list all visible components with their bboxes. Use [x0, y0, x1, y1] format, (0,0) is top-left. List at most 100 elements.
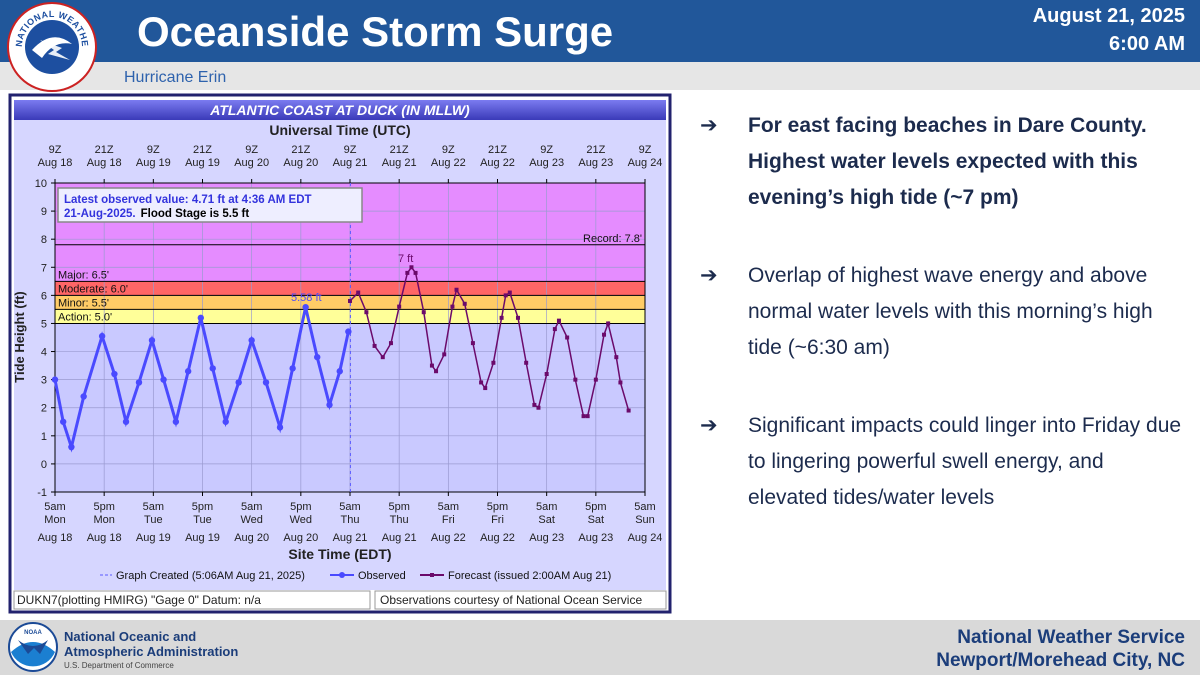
data-point — [68, 443, 75, 451]
x-tick-day: Tue — [193, 514, 212, 526]
footer-box-left — [13, 590, 371, 610]
x2-tick-label: 9Z — [49, 144, 62, 156]
x2-tick-label: 21Z — [586, 144, 605, 156]
x2-tick-label: 9Z — [540, 144, 553, 156]
data-point — [326, 401, 333, 409]
y-tick-label: 0 — [41, 459, 47, 471]
data-point — [565, 335, 570, 340]
x2-tick-date: Aug 20 — [283, 157, 318, 169]
x-tick-day: Fri — [491, 514, 504, 526]
data-point — [515, 315, 520, 320]
y-tick-label: 9 — [41, 206, 47, 218]
data-point — [302, 303, 309, 311]
data-point — [454, 287, 459, 292]
data-point — [413, 270, 418, 275]
y-tick-label: 4 — [41, 347, 47, 359]
data-point — [462, 301, 467, 306]
x-tick-date: Aug 23 — [578, 532, 613, 544]
data-point — [421, 310, 426, 315]
data-point — [356, 290, 361, 295]
flood-label: Action: 5.0' — [58, 311, 112, 323]
x2-tick-label: 21Z — [390, 144, 409, 156]
x-tick-label: 5am — [44, 501, 65, 513]
noaa-logo-text: NOAA — [24, 630, 42, 636]
info-line: Latest observed value: 4.71 ft at 4:36 A… — [64, 194, 312, 206]
data-point — [499, 315, 504, 320]
x-tick-label: 5am — [241, 501, 262, 513]
x2-tick-label: 21Z — [95, 144, 114, 156]
data-point — [51, 376, 59, 383]
record-label: Record: 7.8' — [583, 233, 642, 245]
data-point — [364, 310, 369, 315]
data-point — [585, 414, 590, 419]
data-point — [409, 265, 414, 270]
slide-title: Oceanside Storm Surge — [137, 8, 613, 55]
footer-box-right — [374, 590, 667, 610]
data-point — [573, 377, 578, 382]
data-point — [593, 377, 598, 382]
data-point — [80, 393, 87, 400]
x2-tick-label: 9Z — [147, 144, 160, 156]
data-point — [544, 372, 549, 377]
x-tick-label: 5am — [438, 501, 459, 513]
slide-subtitle: Hurricane Erin — [124, 69, 226, 86]
flood-label: Moderate: 6.0' — [58, 283, 128, 295]
data-point — [614, 355, 619, 360]
x2-tick-label: 9Z — [639, 144, 652, 156]
flood-label: Major: 6.5' — [58, 269, 109, 281]
data-point — [345, 328, 352, 335]
data-point — [442, 352, 447, 357]
x2-tick-label: 21Z — [488, 144, 507, 156]
x2-tick-date: Aug 20 — [234, 157, 269, 169]
office-line-1: National Weather Service — [957, 627, 1185, 648]
info-line: 21-Aug-2025. Flood Stage is 5.5 ft — [64, 208, 249, 220]
data-point — [209, 365, 216, 372]
data-point — [397, 304, 402, 309]
x-tick-day: Tue — [144, 514, 163, 526]
x-tick-day: Fri — [442, 514, 455, 526]
x2-tick-date: Aug 19 — [136, 157, 171, 169]
org-dept: U.S. Department of Commerce — [64, 661, 174, 670]
bullet-marker: ➔ — [700, 114, 718, 137]
x-tick-day: Wed — [290, 514, 312, 526]
x2-tick-date: Aug 23 — [529, 157, 564, 169]
x2-tick-date: Aug 18 — [87, 157, 122, 169]
annotation: 7 ft — [398, 253, 413, 265]
data-point — [289, 365, 296, 372]
x-tick-date: Aug 18 — [87, 532, 122, 544]
data-point — [507, 290, 512, 295]
x2-tick-date: Aug 23 — [578, 157, 613, 169]
data-point — [160, 376, 167, 383]
x-tick-label: 5pm — [388, 501, 409, 513]
noaa-logo: NOAA — [8, 622, 58, 672]
data-point — [262, 379, 270, 386]
data-point — [429, 363, 434, 368]
data-point — [59, 418, 67, 425]
x-tick-date: Aug 21 — [382, 532, 417, 544]
x2-tick-date: Aug 24 — [628, 157, 663, 169]
plot-area: Action: 5.0' Minor: 5.5' Moderate: 6.0' Maj… — [54, 182, 646, 493]
org-line-2: Atmospheric Administration — [64, 644, 238, 659]
x-tick-day: Thu — [390, 514, 409, 526]
bullet: ➔ For east facing beaches in Dare County.… — [700, 108, 1190, 216]
data-point — [98, 332, 106, 340]
x-tick-label: 5pm — [487, 501, 508, 513]
x-tick-day: Thu — [341, 514, 360, 526]
y-tick-label: 7 — [41, 262, 47, 274]
x2-tick-label: 9Z — [344, 144, 357, 156]
x-tick-day: Sun — [635, 514, 655, 526]
info-date: 21-Aug-2025. — [64, 208, 136, 220]
header-bar — [0, 0, 1200, 62]
bullet-marker: ➔ — [700, 414, 718, 437]
legend-label: Observed — [358, 570, 406, 582]
y-tick-label: 3 — [41, 375, 47, 387]
data-point — [222, 418, 229, 425]
data-point — [148, 337, 156, 344]
data-point — [491, 360, 496, 365]
data-point — [450, 304, 455, 309]
data-point — [122, 418, 130, 425]
data-point — [602, 332, 607, 337]
office-line-2: Newport/Morehead City, NC — [936, 650, 1185, 671]
x2-tick-date: Aug 21 — [333, 157, 368, 169]
x2-tick-date: Aug 22 — [480, 157, 515, 169]
